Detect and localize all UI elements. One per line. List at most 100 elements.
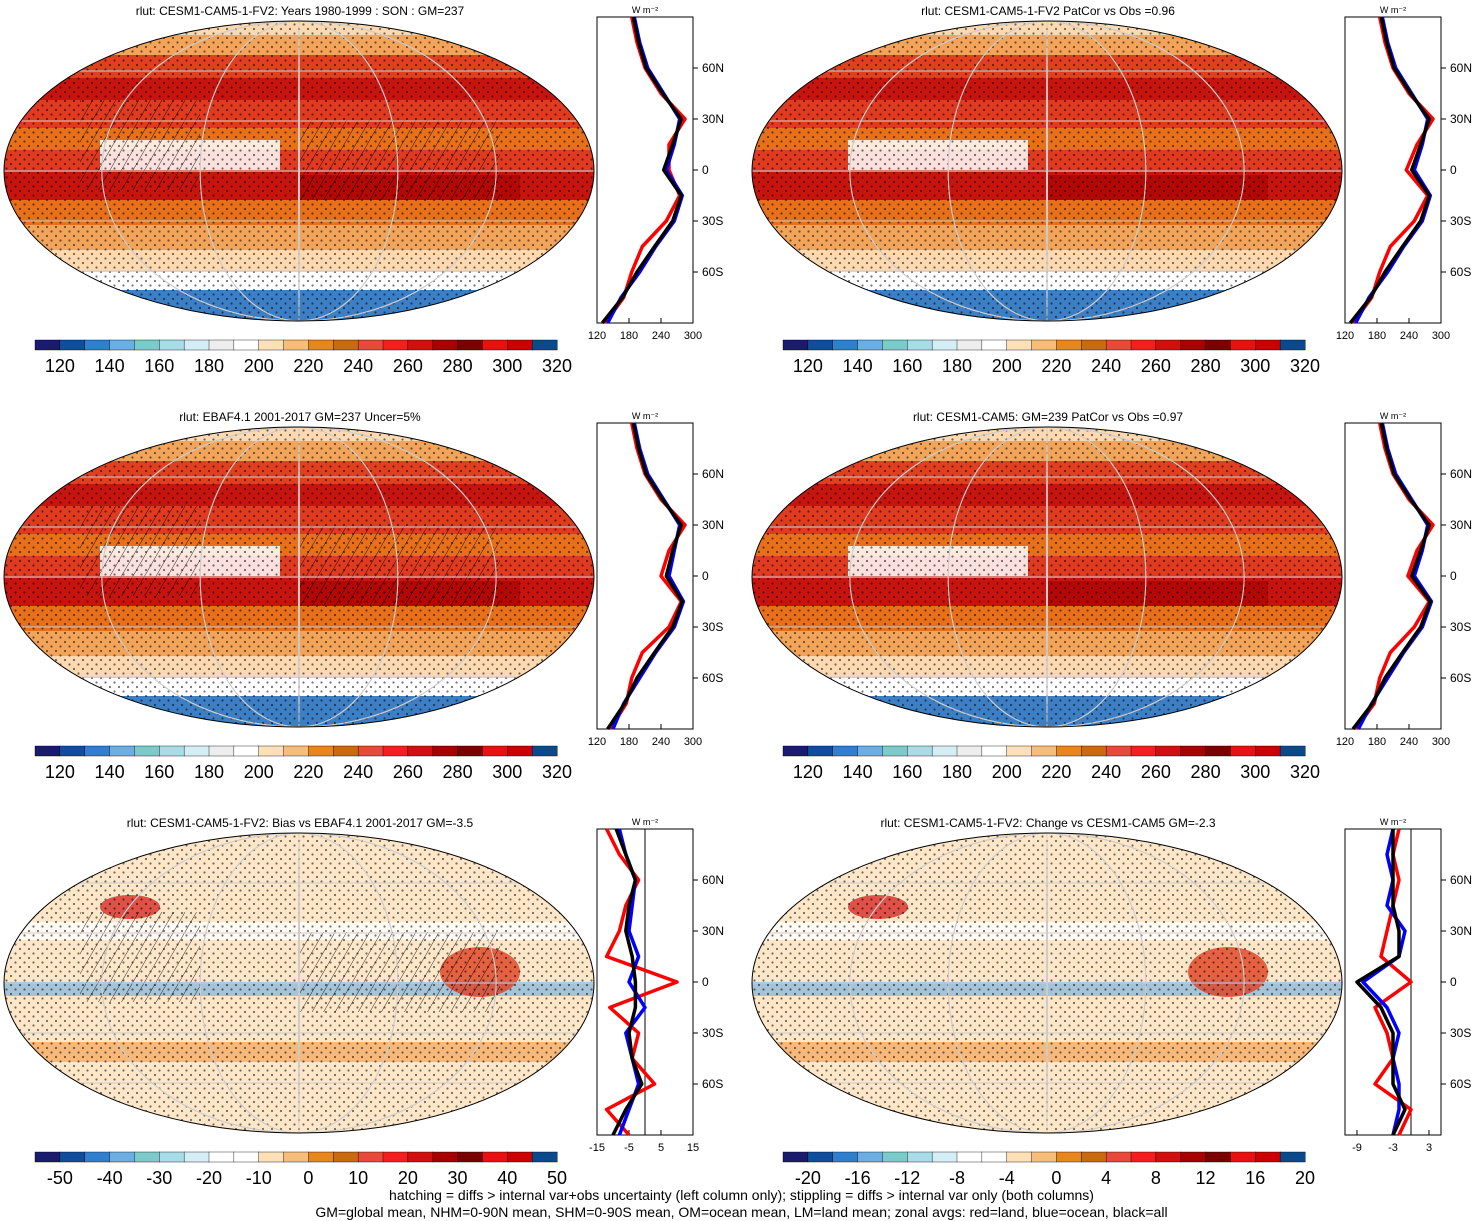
colorbar: -50 -40 -30 -20 -10 0 10 20 30 40 50 — [34, 1151, 567, 1188]
colorbar-swatch — [882, 1151, 908, 1163]
colorbar-tick: 20 — [398, 1168, 418, 1188]
colorbar-tick: 4 — [1101, 1168, 1111, 1188]
colorbar-swatch — [981, 745, 1008, 757]
colorbar-swatch — [1180, 1151, 1207, 1163]
colorbar-swatch — [134, 745, 160, 757]
colorbar-tick: 240 — [1091, 762, 1121, 782]
colorbar-tick: -10 — [246, 1168, 272, 1188]
zonal-xtick-label: 180 — [620, 330, 638, 342]
colorbar-swatch — [1155, 339, 1182, 351]
colorbar-tick: 280 — [1191, 762, 1221, 782]
colorbar-swatch — [956, 745, 983, 757]
colorbar-swatch — [1205, 745, 1231, 757]
colorbar-tick: 200 — [992, 356, 1022, 376]
colorbar-tick: 160 — [892, 356, 922, 376]
colorbar-tick: 240 — [1091, 356, 1121, 376]
colorbar-swatch — [507, 1151, 533, 1163]
colorbar-swatch — [1205, 1151, 1231, 1163]
colorbar-swatch — [882, 339, 908, 351]
panel-5: rlut: CESM1-CAM5-1-FV2: Bias vs EBAF4.1 … — [3, 816, 724, 1188]
colorbar-swatch — [308, 339, 334, 351]
colorbar-swatch — [1130, 339, 1157, 351]
colorbar-swatch — [333, 745, 359, 757]
colorbar-swatch — [1056, 1151, 1082, 1163]
colorbar-swatch — [981, 1151, 1008, 1163]
colorbar-swatch — [208, 745, 235, 757]
colorbar-tick: -50 — [47, 1168, 73, 1188]
colorbar-swatch — [59, 1151, 86, 1163]
zonal-plot: W m⁻² 120 180 240 300 60N 30N 0 30S 60S — [1336, 5, 1472, 342]
colorbar-swatch — [1230, 745, 1256, 757]
colorbar-swatch — [233, 745, 260, 757]
colorbar-tick: 160 — [144, 762, 174, 782]
graticule-lon — [947, 21, 1147, 321]
colorbar-swatch — [382, 745, 409, 757]
zonal-xtick-label: -9 — [1352, 1142, 1362, 1154]
zonal-all-line — [1348, 16, 1432, 325]
lat-tick-label: 0 — [702, 163, 709, 177]
colorbar-tick: 280 — [443, 762, 473, 782]
colorbar-swatch — [308, 1151, 334, 1163]
zonal-xtick-label: 120 — [1336, 736, 1354, 748]
hatching — [80, 100, 200, 190]
colorbar-tick: 20 — [1295, 1168, 1315, 1188]
map-border — [3, 20, 595, 322]
zonal-xtick-label: 120 — [588, 736, 606, 748]
lat-tick-label: 60S — [702, 1077, 723, 1091]
footer-line-1: hatching = diffs > internal var+obs unce… — [389, 1187, 1094, 1203]
colorbar-tick: 160 — [892, 762, 922, 782]
colorbar-swatch — [931, 1151, 958, 1163]
panel-title: rlut: CESM1-CAM5-1-FV2 PatCor vs Obs =0.… — [921, 4, 1175, 18]
zonal-unit: W m⁻² — [1380, 5, 1406, 15]
colorbar-tick: -30 — [146, 1168, 172, 1188]
lat-tick-label: 30S — [1450, 1026, 1471, 1040]
colorbar: 120 140 160 180 200 220 240 260 280 300 320 — [34, 745, 572, 782]
hatching — [300, 932, 500, 1012]
graticule-lon — [199, 21, 399, 321]
panel-title: rlut: CESM1-CAM5-1-FV2: Bias vs EBAF4.1 … — [127, 816, 474, 830]
colorbar-tick: 300 — [1240, 762, 1270, 782]
graticule-lon — [947, 833, 1147, 1133]
colorbar-swatch — [208, 1151, 235, 1163]
colorbar-swatch — [482, 745, 508, 757]
colorbar-swatch — [308, 745, 334, 757]
colorbar-swatch — [407, 1151, 434, 1163]
zonal-xtick-label: 3 — [1426, 1142, 1432, 1154]
graticule-lon — [101, 833, 497, 1133]
colorbar-swatch — [34, 745, 61, 757]
colorbar-swatch — [956, 1151, 983, 1163]
lat-tick-label: 0 — [702, 569, 709, 583]
colorbar-tick: 220 — [293, 762, 323, 782]
colorbar-swatch — [84, 339, 111, 351]
colorbar-tick: 0 — [1051, 1168, 1061, 1188]
colorbar-swatch — [1006, 745, 1033, 757]
map-border — [3, 426, 595, 728]
zonal-plot: W m⁻² 120 180 240 300 60N 30N 0 30S 60S — [1336, 411, 1472, 748]
colorbar-swatch — [807, 1151, 834, 1163]
colorbar-swatch — [1081, 745, 1107, 757]
zonal-xtick-label: 180 — [620, 736, 638, 748]
colorbar-swatch — [233, 339, 260, 351]
colorbar-swatch — [59, 745, 86, 757]
map-field — [752, 427, 1342, 727]
colorbar-tick: 160 — [144, 356, 174, 376]
colorbar-swatch — [956, 339, 983, 351]
colorbar-tick: 260 — [393, 762, 423, 782]
zonal-xtick-label: 240 — [1400, 736, 1418, 748]
colorbar-tick: 320 — [1290, 356, 1320, 376]
colorbar-swatch — [1255, 1151, 1281, 1163]
zonal-xtick-label: 180 — [1368, 736, 1386, 748]
colorbar-swatch — [907, 339, 933, 351]
colorbar-swatch — [882, 745, 908, 757]
colorbar-swatch — [382, 339, 409, 351]
zonal-unit: W m⁻² — [632, 411, 658, 421]
zonal-ocean-line — [611, 422, 686, 730]
lat-tick-label: 60S — [1450, 1077, 1471, 1091]
colorbar-tick: 120 — [45, 762, 75, 782]
colorbar-swatch — [531, 745, 558, 757]
colorbar-tick: 200 — [244, 762, 274, 782]
colorbar-swatch — [432, 339, 459, 351]
colorbar-swatch — [507, 339, 533, 351]
panel-1: rlut: CESM1-CAM5-1-FV2: Years 1980-1999 … — [3, 4, 724, 376]
panel-3: rlut: EBAF4.1 2001-2017 GM=237 Uncer=5% 1… — [3, 410, 724, 782]
